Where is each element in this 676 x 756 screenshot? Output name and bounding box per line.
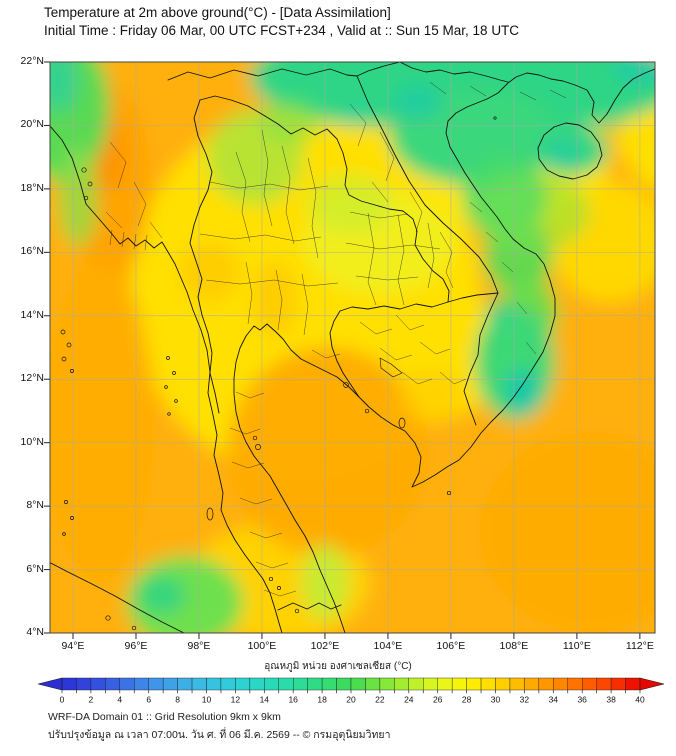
svg-text:4: 4 [117,695,122,705]
svg-text:22: 22 [375,695,385,705]
y-axis-label: 16°N [20,245,44,258]
coastlines-borders [50,62,655,633]
temperature-field [50,62,655,633]
border-thailand-laos-mekong [264,115,450,303]
svg-text:38: 38 [606,695,616,705]
x-axis-label: 110°E [562,640,591,652]
colorbar: 0 2 4 6 8 10 12 14 16 18 20 22 24 26 28 30 32 34 36 38 40 [37,677,665,705]
small-islands [60,116,497,631]
svg-text:2: 2 [89,695,94,705]
svg-text:14: 14 [260,695,270,705]
border-thailand-cambodia [329,301,449,398]
svg-text:18: 18 [317,695,327,705]
temperature-map [44,61,656,639]
svg-text:26: 26 [433,695,443,705]
svg-text:16: 16 [288,695,298,705]
svg-text:32: 32 [520,695,530,705]
svg-text:12: 12 [231,695,241,705]
svg-text:24: 24 [404,695,414,705]
y-axis-label: 4°N [26,626,44,638]
x-axis-label: 112°E [625,640,654,652]
y-axis-label: 18°N [20,181,44,194]
border-goldentriangle [199,95,266,117]
y-axis-label: 10°N [20,435,44,448]
coastline-east [233,68,655,633]
y-axis-label: 14°N [20,308,44,321]
svg-text:10: 10 [202,695,212,705]
svg-text:34: 34 [549,695,559,705]
y-axis-label: 8°N [26,499,44,512]
svg-text:30: 30 [491,695,501,705]
map-border [49,61,656,634]
x-axis-label: 94°E [61,640,85,652]
footer-model-info: WRF-DA Domain 01 :: Grid Resolution 9km … [48,711,281,723]
svg-text:20: 20 [346,695,356,705]
border-cambodia-vietnam [463,292,499,426]
x-axis-label: 108°E [499,640,529,652]
border-thailand-malaysia [277,602,342,611]
coastline-west [50,125,283,633]
page-title: Temperature at 2m above ground(°C) - [Da… [44,5,391,20]
svg-text:8: 8 [175,695,180,705]
page-subtitle: Initial Time : Friday 06 Mar, 00 UTC FCS… [44,23,520,38]
y-axis-label: 22°N [20,55,44,67]
x-axis-label: 104°E [373,640,403,652]
sumatra-coast [50,562,185,633]
svg-text:28: 28 [462,695,472,705]
province-boundaries [105,81,567,597]
x-axis-label: 96°E [124,640,148,652]
x-axis-label: 102°E [310,640,340,652]
x-axis-label: 98°E [187,640,211,652]
y-axis-label: 20°N [20,118,44,131]
y-axis-label: 6°N [26,562,44,575]
border-laos-vietnam [356,75,499,294]
x-axis-label: 100°E [247,640,277,652]
footer-update-info: ปรับปรุงข้อมูล ณ เวลา 07:00น. วัน ศ. ที่… [48,729,391,741]
x-axis-label: 106°E [436,640,466,652]
graticule-gridlines [50,62,655,633]
colorbar-label: อุณหภูมิ หน่วย องศาเซลเซียส (°C) [264,661,412,672]
border-myanmar-thailand [189,99,220,414]
y-axis-label: 12°N [20,372,44,385]
svg-text:36: 36 [577,695,587,705]
svg-text:40: 40 [635,695,645,705]
border-laos-cambodia [447,292,499,303]
axis-ticks [44,61,641,639]
border-china [167,62,509,83]
svg-text:6: 6 [146,695,151,705]
svg-text:0: 0 [60,695,65,705]
hainan-island [537,122,603,180]
tonle-sap-lake [379,357,403,378]
